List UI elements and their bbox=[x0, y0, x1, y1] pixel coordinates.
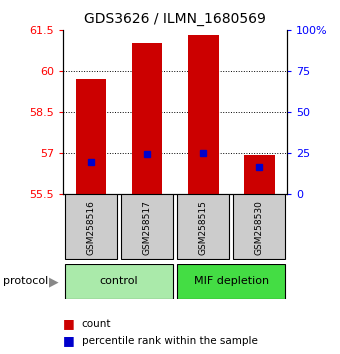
Bar bbox=[177, 194, 229, 259]
Text: GSM258515: GSM258515 bbox=[199, 200, 208, 255]
Bar bbox=[177, 264, 285, 299]
Text: GSM258530: GSM258530 bbox=[255, 200, 264, 255]
Bar bbox=[188, 35, 219, 194]
Text: ▶: ▶ bbox=[49, 275, 59, 288]
Bar bbox=[244, 155, 275, 194]
Text: protocol: protocol bbox=[3, 276, 49, 286]
Bar bbox=[121, 194, 173, 259]
Bar bbox=[234, 194, 285, 259]
Text: count: count bbox=[82, 319, 111, 329]
Text: ■: ■ bbox=[63, 334, 75, 347]
Text: MIF depletion: MIF depletion bbox=[194, 276, 269, 286]
Text: GSM258517: GSM258517 bbox=[142, 200, 152, 255]
Bar bbox=[132, 43, 163, 194]
Title: GDS3626 / ILMN_1680569: GDS3626 / ILMN_1680569 bbox=[84, 12, 266, 26]
Bar bbox=[75, 79, 106, 194]
Text: GSM258516: GSM258516 bbox=[86, 200, 96, 255]
Text: percentile rank within the sample: percentile rank within the sample bbox=[82, 336, 257, 346]
Bar bbox=[65, 264, 173, 299]
Text: ■: ■ bbox=[63, 318, 75, 330]
Bar bbox=[65, 194, 117, 259]
Text: control: control bbox=[100, 276, 138, 286]
